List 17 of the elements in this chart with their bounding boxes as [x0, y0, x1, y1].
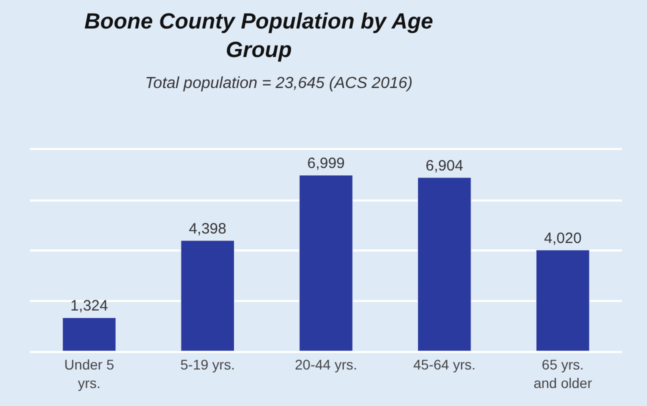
data-label: 6,904 — [426, 158, 464, 175]
x-tick-label: 65 yrs. and older — [534, 356, 592, 391]
bar — [299, 174, 353, 351]
data-label: 6,999 — [307, 155, 345, 172]
x-tick-label: 20-44 yrs. — [294, 356, 358, 373]
bar — [62, 317, 116, 351]
bar — [418, 177, 472, 351]
x-tick-label: Under 5 yrs. — [64, 356, 114, 391]
bar — [536, 250, 590, 351]
data-label: 1,324 — [70, 298, 108, 315]
x-tick-label: 5-19 yrs. — [180, 356, 235, 373]
data-label: 4,398 — [188, 220, 226, 238]
data-label: 4,020 — [544, 230, 582, 247]
chart-subtitle: Total population = 23,645 (ACS 2016) — [145, 75, 413, 92]
chart-title: Boone County Population by Age Group — [84, 8, 434, 62]
x-tick-label: 45-64 yrs. — [413, 356, 476, 373]
bar — [180, 240, 234, 351]
